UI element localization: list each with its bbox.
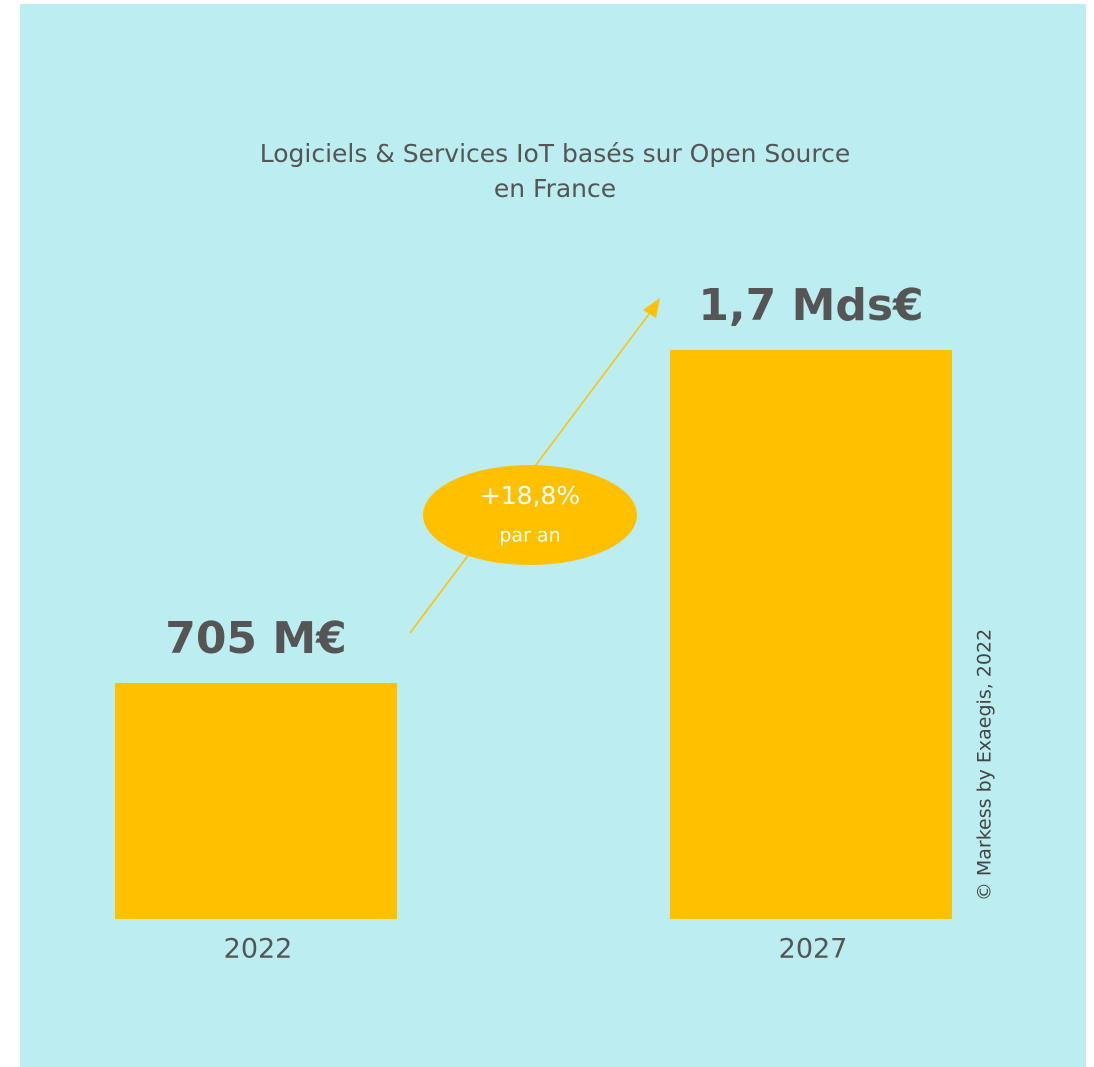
value-label: 705 M€ [165, 613, 347, 664]
x-tick-label: 2027 [779, 934, 848, 965]
growth-badge [423, 465, 637, 565]
value-label: 1,7 Mds€ [698, 280, 923, 331]
annotation: +18,8% [480, 481, 580, 510]
chart-title: Logiciels & Services IoT basés sur Open … [260, 139, 851, 168]
source: © Markess by Exaegis, 2022 [974, 629, 996, 901]
bar [115, 683, 397, 919]
chart-title: en France [494, 174, 616, 203]
arrow-head [643, 298, 660, 318]
x-tick-label: 2022 [224, 934, 293, 965]
annotation: par an [499, 525, 560, 547]
bar [670, 350, 952, 919]
